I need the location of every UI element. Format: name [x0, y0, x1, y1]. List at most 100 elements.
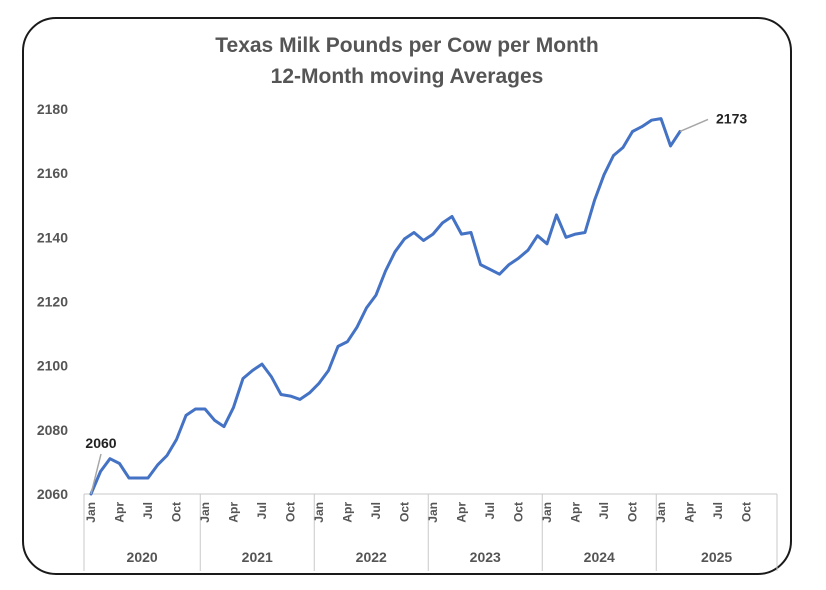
data-point [650, 119, 653, 122]
year-label: 2021 [242, 549, 273, 565]
y-tick-label: 2060 [37, 486, 68, 502]
month-tick-label: Jul [597, 502, 611, 519]
month-tick-label: Apr [683, 502, 697, 523]
month-tick-label: Apr [113, 502, 127, 523]
data-point [213, 419, 216, 422]
month-tick-label: Apr [341, 502, 355, 523]
data-point [137, 476, 140, 480]
data-point [593, 199, 596, 202]
month-tick-label: Jan [540, 502, 554, 523]
chart-title-line-2: 12-Month moving Averages [270, 65, 544, 88]
data-point [393, 250, 397, 253]
chart-frame [22, 17, 792, 575]
data-point [564, 236, 568, 239]
month-tick-label: Apr [227, 502, 241, 523]
data-point [308, 391, 311, 395]
data-point [260, 362, 264, 366]
chart-title: Texas Milk Pounds per Cow per Month 12-M… [22, 30, 792, 92]
data-point [127, 476, 131, 480]
data-point [488, 268, 492, 271]
month-tick-label: Apr [569, 502, 583, 523]
month-tick-label: Oct [284, 502, 298, 522]
data-point [289, 394, 292, 398]
data-point [279, 393, 283, 396]
data-point [156, 463, 159, 467]
data-point [422, 239, 425, 242]
data-point [384, 269, 387, 273]
data-point [507, 263, 511, 266]
x-axis: Jan Apr Jul Oct 2020 Jan Apr Jul Oct 2021 Jan Apr Ju… [83, 493, 778, 571]
data-point [118, 462, 121, 465]
data-point [165, 454, 169, 457]
year-label: 2022 [356, 549, 387, 565]
month-tick-label: Oct [626, 502, 640, 522]
data-point [365, 306, 368, 310]
series-line [89, 117, 682, 496]
month-tick-label: Jul [711, 502, 725, 519]
chart-title-line-1: Texas Milk Pounds per Cow per Month [215, 34, 599, 57]
data-point [317, 382, 321, 385]
data-point [184, 414, 188, 417]
data-point [194, 407, 197, 411]
data-point [631, 130, 634, 133]
data-point [403, 237, 406, 241]
month-tick-label: Jan [654, 502, 668, 523]
year-label: 2025 [701, 549, 732, 565]
data-point [270, 375, 273, 379]
data-point [517, 257, 520, 260]
y-tick-label: 2120 [37, 294, 68, 310]
year-label: 2024 [584, 549, 615, 565]
month-tick-label: Jul [369, 502, 383, 519]
y-tick-label: 2160 [37, 165, 68, 181]
month-tick-label: Jul [483, 502, 497, 519]
data-point [536, 234, 539, 237]
data-point [669, 144, 672, 148]
y-tick-label: 2080 [37, 422, 68, 438]
month-tick-label: Oct [512, 502, 526, 522]
data-point [108, 457, 112, 460]
data-point [412, 231, 416, 234]
annotations: 2060 2173 [85, 110, 747, 495]
data-point [450, 215, 454, 218]
data-point [327, 369, 330, 372]
annotation-leader-line [679, 118, 709, 133]
data-point [175, 438, 178, 441]
data-point [460, 232, 463, 236]
data-point [621, 146, 625, 149]
month-tick-label: Oct [170, 502, 184, 522]
data-point [346, 340, 349, 343]
data-point [298, 398, 302, 401]
month-tick-label: Oct [740, 502, 754, 522]
month-tick-label: Jan [198, 502, 212, 523]
data-point [479, 263, 482, 266]
y-tick-label: 2140 [37, 229, 68, 245]
data-point [659, 117, 663, 120]
data-point [146, 476, 150, 480]
year-label: 2020 [127, 549, 158, 565]
month-tick-label: Jan [426, 502, 440, 523]
data-point [612, 154, 615, 157]
y-axis: 2060 2080 2100 2120 2140 2160 2180 [37, 101, 68, 502]
month-tick-label: Jul [141, 502, 155, 519]
data-point [355, 326, 359, 329]
data-point [203, 407, 207, 411]
year-label: 2023 [470, 549, 501, 565]
data-point [526, 249, 530, 252]
data-point [232, 406, 235, 409]
data-point [374, 293, 378, 297]
annotation-label: 2173 [716, 110, 747, 126]
data-point [336, 345, 340, 348]
month-tick-label: Jan [312, 502, 326, 523]
month-tick-label: Apr [455, 502, 469, 523]
data-point [583, 231, 587, 234]
data-point [222, 425, 226, 428]
data-point [498, 273, 501, 276]
annotation-leader-line [90, 453, 102, 495]
data-point [469, 231, 473, 234]
y-tick-label: 2180 [37, 101, 68, 117]
month-tick-label: Jan [84, 502, 98, 523]
month-tick-label: Oct [398, 502, 412, 522]
data-point [640, 125, 644, 128]
month-tick-label: Jul [255, 502, 269, 519]
